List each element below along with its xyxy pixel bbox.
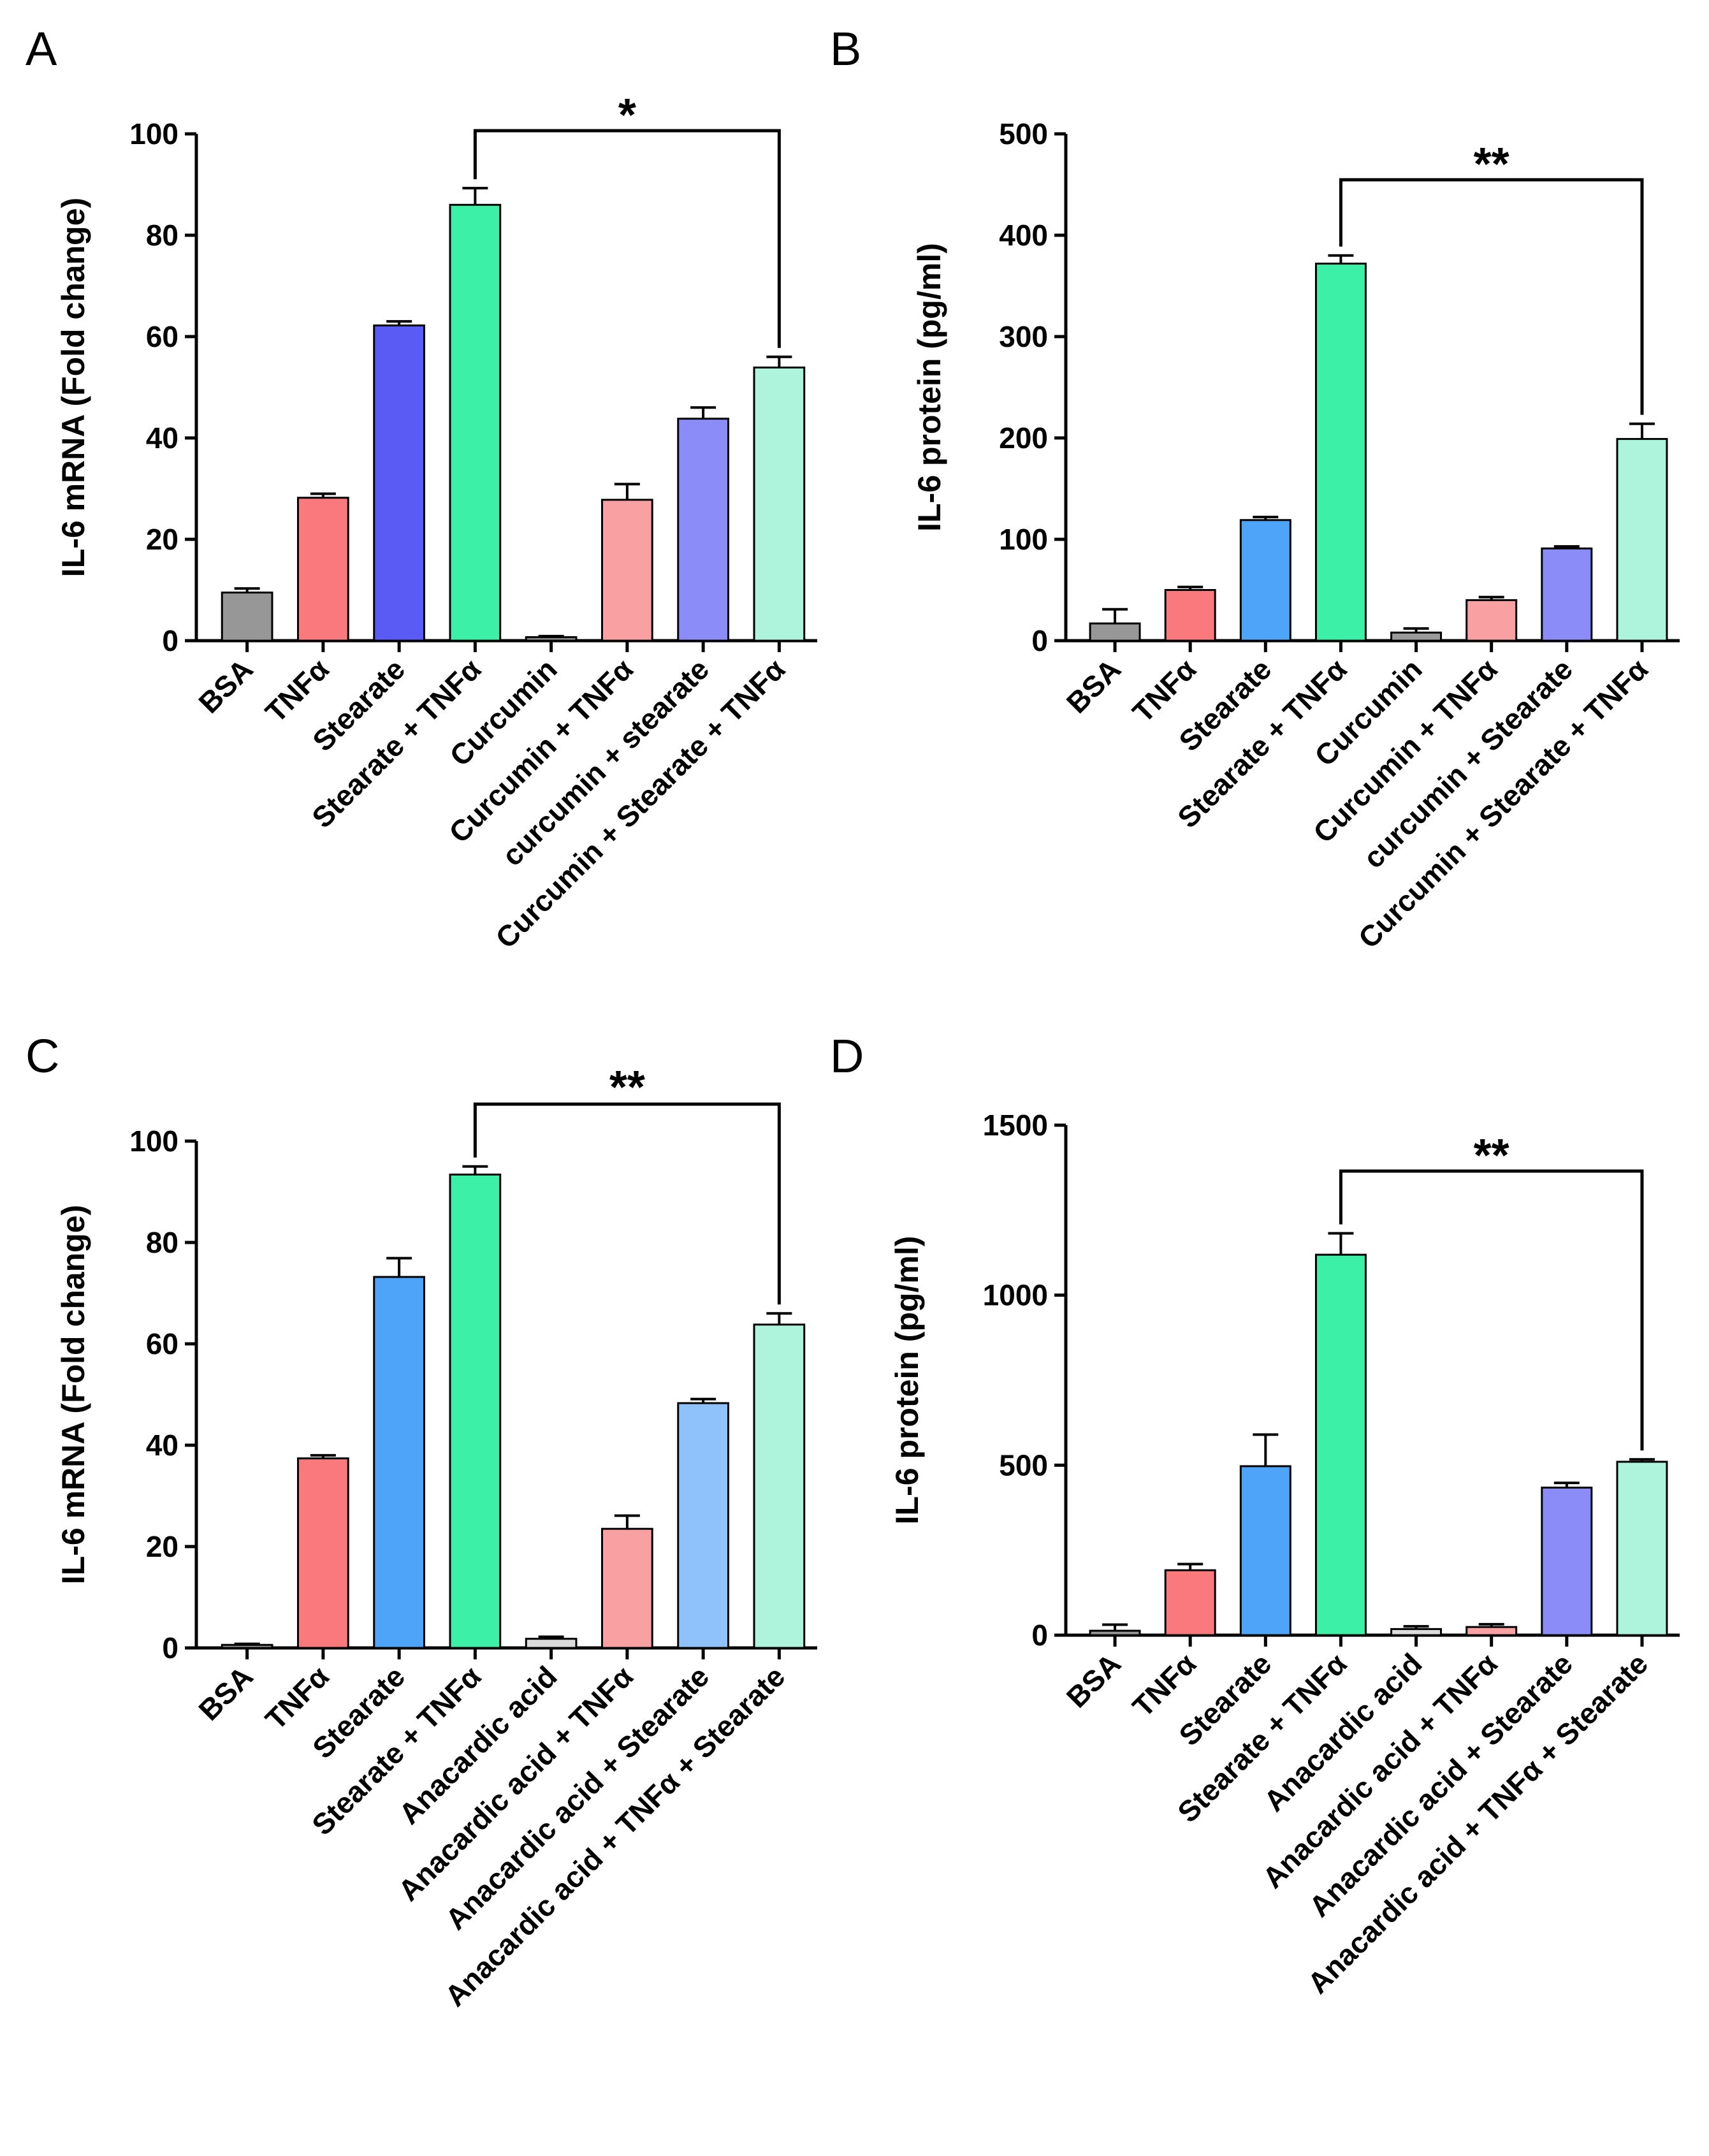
bar [753, 366, 806, 642]
y-tick-label: 400 [999, 219, 1048, 252]
bar [677, 418, 729, 642]
y-tick-label: 100 [999, 523, 1048, 556]
y-tick-label: 0 [162, 624, 178, 657]
bar [677, 1402, 729, 1649]
bar [1164, 589, 1216, 642]
significance-label: ** [1474, 139, 1509, 190]
bar [373, 1276, 425, 1649]
significance-bracket [473, 129, 781, 348]
y-axis-title: IL-6 mRNA (Fold change) [55, 1205, 91, 1584]
significance-label: ** [609, 1062, 645, 1113]
significance-bracket [1339, 178, 1644, 415]
bar [1089, 1629, 1141, 1636]
y-tick-label: 20 [146, 1530, 178, 1563]
bar [1239, 1465, 1291, 1636]
y-tick-label: 40 [146, 1429, 178, 1462]
y-tick-label: 500 [999, 117, 1048, 150]
x-category-label: BSA [192, 1659, 259, 1726]
bar [1239, 519, 1291, 642]
bar [297, 1457, 349, 1649]
bar [601, 499, 653, 642]
panel-letter-b: B [830, 22, 861, 75]
bar [449, 1173, 502, 1649]
y-tick-label: 80 [146, 1226, 178, 1259]
y-tick-label: 40 [146, 421, 178, 455]
y-tick-label: 0 [1031, 624, 1048, 657]
y-tick-label: 80 [146, 219, 178, 252]
bar [1616, 438, 1668, 642]
y-tick-label: 100 [129, 117, 178, 150]
bar [1616, 1460, 1668, 1636]
y-tick-label: 60 [146, 1327, 178, 1360]
bar [1541, 547, 1593, 642]
significance-label: * [618, 90, 636, 141]
x-category-label: BSA [1060, 1647, 1127, 1714]
significance-label: ** [1474, 1130, 1509, 1181]
panel-letter-c: C [25, 1030, 59, 1082]
y-tick-label: 0 [1031, 1619, 1048, 1652]
bar [449, 203, 502, 642]
bar [221, 591, 273, 642]
y-tick-label: 100 [129, 1125, 178, 1158]
bar [1465, 1626, 1518, 1636]
y-axis-title: IL-6 protein (pg/ml) [889, 1236, 925, 1525]
y-tick-label: 500 [999, 1448, 1048, 1482]
bar [601, 1527, 653, 1649]
bar [525, 1638, 578, 1649]
significance-bracket [1339, 1169, 1644, 1451]
y-tick-label: 20 [146, 523, 178, 556]
significance-bracket [473, 1102, 781, 1305]
bar [1089, 622, 1141, 642]
y-tick-label: 200 [999, 421, 1048, 455]
bar [1541, 1487, 1593, 1636]
y-axis-title: IL-6 mRNA (Fold change) [55, 198, 91, 577]
bar [1314, 1253, 1367, 1636]
y-tick-label: 1500 [983, 1109, 1048, 1142]
bar [1390, 631, 1443, 642]
bar [753, 1323, 806, 1649]
bar [1314, 263, 1367, 642]
panel-letter-d: D [830, 1030, 864, 1082]
panel-letter-a: A [25, 22, 57, 75]
bar [221, 1643, 273, 1649]
y-tick-label: 60 [146, 320, 178, 353]
bar [525, 636, 578, 642]
y-tick-label: 0 [162, 1631, 178, 1664]
bar [297, 497, 349, 642]
x-category-label: BSA [1060, 652, 1127, 719]
y-axis-title: IL-6 protein (pg/ml) [912, 243, 947, 532]
bar [1164, 1569, 1216, 1636]
x-category-label: BSA [192, 652, 259, 719]
bar [1465, 599, 1518, 642]
bar [1390, 1628, 1443, 1636]
bar [373, 324, 425, 642]
y-tick-label: 1000 [983, 1279, 1048, 1312]
y-tick-label: 300 [999, 320, 1048, 353]
